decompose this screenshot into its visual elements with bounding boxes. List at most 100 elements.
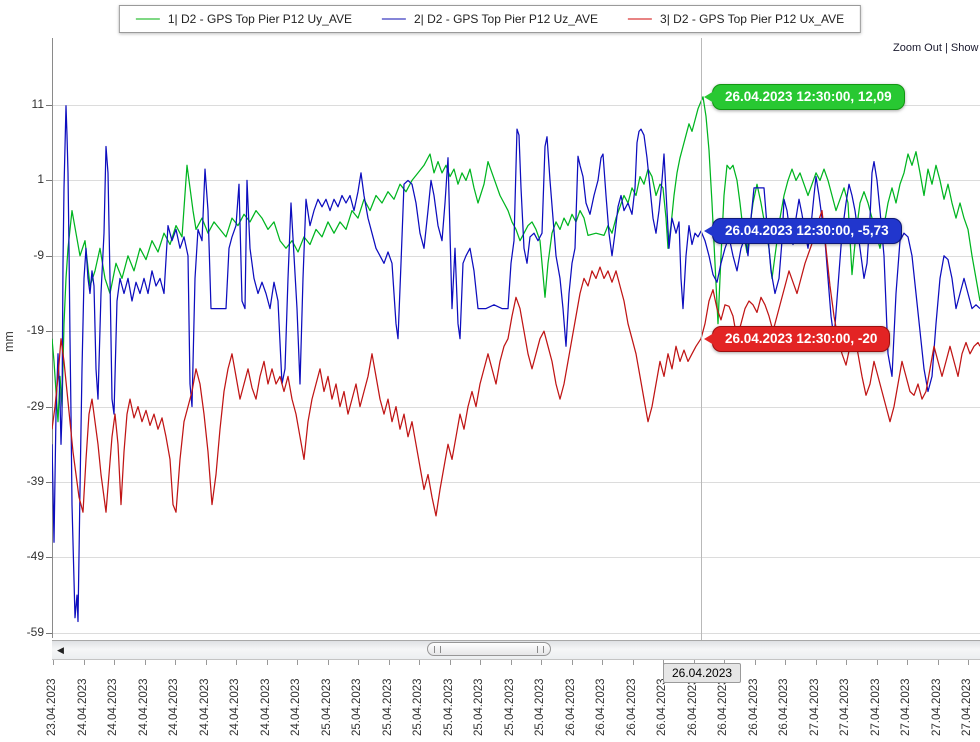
x-tick-label: 25.04.2023 [381,678,394,736]
x-tick-mark [602,659,603,665]
tooltip-tail-icon [704,90,714,103]
legend-item-2[interactable]: 2| D2 - GPS Top Pier P12 Uz_AVE [381,12,598,26]
x-tick-label: 27.04.2023 [808,678,821,736]
y-gridline [52,557,980,559]
chart-legend: 1| D2 - GPS Top Pier P12 Uy_AVE 2| D2 - G… [118,5,862,33]
x-tick-label: 26.04.2023 [747,678,760,736]
x-tick-label: 24.04.2023 [259,678,272,736]
y-tick-label: -59 [26,624,44,639]
toolbar-separator-bar: | [944,42,948,54]
x-tick-label: 27.04.2023 [900,678,912,736]
x-tick-mark [937,659,939,665]
x-tick-mark [205,659,207,665]
x-tick-mark [480,659,481,665]
y-tick-mark [46,105,52,106]
y-tick-mark [46,331,52,333]
y-tick-label: 11 [31,97,44,111]
x-tick-mark [785,659,786,665]
x-tick-label: 26.04.2023 [717,678,729,736]
x-tick-label: 27.04.2023 [839,678,851,736]
y-gridline [52,406,980,408]
range-scrollbar[interactable]: ◀ [52,640,980,660]
x-tick-mark [175,659,176,665]
y-tick-mark [46,180,52,182]
y-tick-mark [46,406,52,408]
x-tick-label: 25.04.2023 [412,678,424,736]
x-tick-mark [266,659,268,665]
scrollbar-thumb[interactable] [427,642,551,656]
x-tick-mark [297,659,298,665]
y-tick-mark [46,482,52,483]
x-tick-mark [541,659,542,665]
x-tick-mark [510,659,512,665]
x-tick-label: 24.04.2023 [168,678,180,736]
x-tick-label: 25.04.2023 [442,678,455,736]
scrollbar-grip-left-icon[interactable] [434,645,441,653]
x-tick-label: 26.04.2023 [625,678,638,736]
tooltip-tail-icon [704,225,714,238]
x-tick-mark [846,659,847,665]
y-gridline [52,632,980,634]
x-tick-mark [53,659,54,665]
x-tick-label: 23.04.2023 [46,678,58,736]
cursor-tooltip-2: 26.04.2023 12:30:00, -5,73 [704,218,902,245]
x-tick-mark [114,659,115,665]
legend-item-3[interactable]: 3| D2 - GPS Top Pier P12 Ux_AVE [628,12,844,26]
legend-item-label: 3| D2 - GPS Top Pier P12 Ux_AVE [660,12,845,26]
y-tick-label: -19 [26,323,44,338]
x-tick-label: 26.04.2023 [656,678,668,736]
y-tick-mark [46,255,52,257]
x-tick-mark [754,659,756,665]
y-gridline [52,255,980,257]
x-tick-label: 25.04.2023 [473,678,485,736]
cursor-tooltip-1: 26.04.2023 12:30:00, 12,09 [704,83,905,110]
series-line-2 [52,105,980,623]
x-tick-mark [449,659,451,665]
chart-plot[interactable] [0,0,980,660]
x-tick-mark [571,659,573,665]
x-tick-label: 24.04.2023 [290,678,302,736]
x-tick-label: 24.04.2023 [137,678,150,736]
show-all-link[interactable]: Show All [950,42,980,54]
crosshair-date-label: 26.04.2023 [663,663,742,683]
x-tick-mark [663,659,664,665]
cursor-tooltip-3: 26.04.2023 12:30:00, -20 [704,325,891,352]
legend-swatch-icon [135,18,160,20]
x-tick-mark [693,659,695,665]
legend-item-label: 1| D2 - GPS Top Pier P12 Uy_AVE [167,12,352,26]
x-tick-label: 26.04.2023 [778,678,790,736]
x-tick-mark [388,659,390,665]
x-tick-label: 26.04.2023 [686,678,699,736]
y-axis-line [52,38,53,638]
zoom-out-link[interactable]: Zoom Out [893,42,942,54]
legend-item-1[interactable]: 1| D2 - GPS Top Pier P12 Uy_AVE [135,12,352,26]
x-tick-label: 27.04.2023 [869,678,882,736]
x-tick-label: 24.04.2023 [198,678,211,736]
y-gridline [52,105,980,106]
chart-toolbar: Zoom Out | Show All [893,42,980,54]
x-tick-mark [815,659,817,665]
x-tick-label: 25.04.2023 [503,678,516,736]
tooltip-tail-icon [704,332,714,345]
x-tick-label: 25.04.2023 [351,678,363,736]
y-gridline [52,482,980,483]
x-tick-label: 26.04.2023 [564,678,577,736]
x-tick-label: 24.04.2023 [107,678,119,736]
y-tick-label: 1 [37,172,44,187]
x-tick-mark [83,659,85,665]
x-tick-mark [236,659,237,665]
series-line-1 [52,96,980,423]
x-tick-label: 24.04.2023 [76,678,89,736]
scrollbar-grip-right-icon[interactable] [537,645,544,653]
x-tick-label: 25.04.2023 [320,678,333,736]
y-tick-mark [46,632,52,634]
x-tick-label: 27.04.2023 [930,678,943,736]
crosshair-line [701,38,702,660]
y-tick-label: -49 [26,549,44,564]
y-tick-mark [46,557,52,559]
x-tick-mark [144,659,146,665]
x-tick-mark [724,659,725,665]
scrollbar-left-arrow-icon[interactable]: ◀ [57,645,64,655]
x-tick-mark [632,659,634,665]
